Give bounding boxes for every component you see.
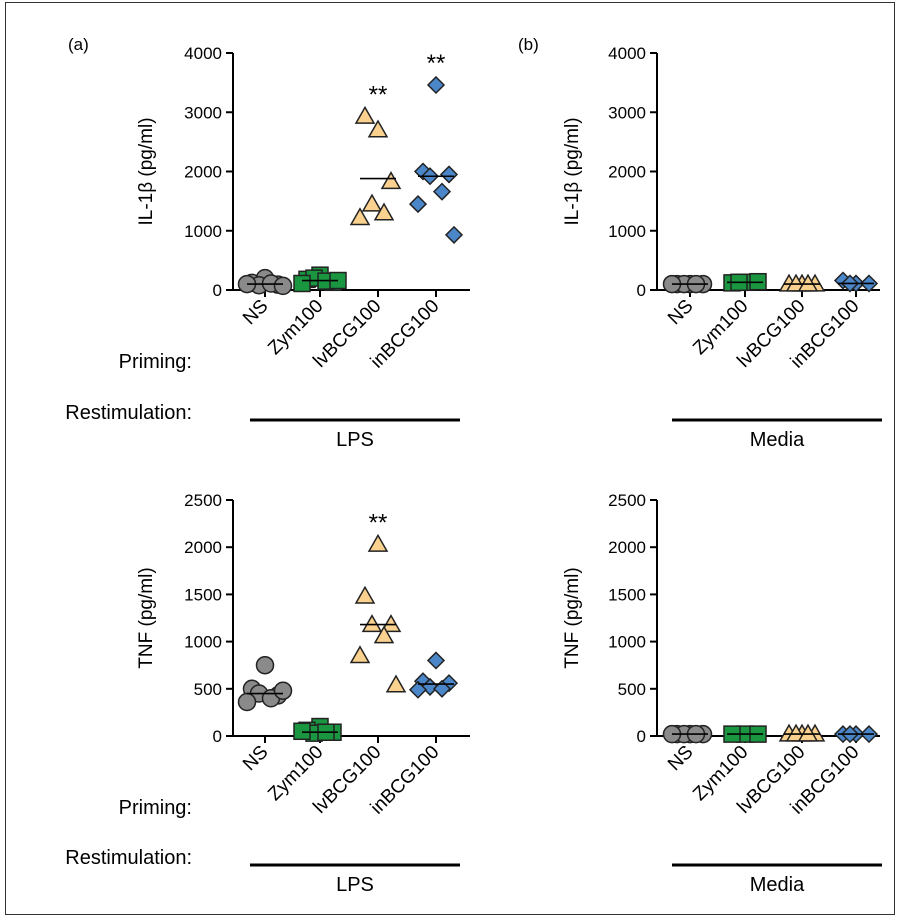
triangle-marker xyxy=(797,273,819,292)
priming-label: Priming: xyxy=(119,351,192,373)
triangle-marker xyxy=(380,614,402,633)
y-tick-label: 4000 xyxy=(184,44,222,63)
triangle-marker xyxy=(385,674,407,693)
triangle-marker xyxy=(380,171,402,190)
restimulation-label: LPS xyxy=(336,429,374,451)
y-tick-label: 2000 xyxy=(184,163,222,182)
circle-marker xyxy=(237,692,257,712)
y-tick-label: 1000 xyxy=(184,633,222,652)
square-marker xyxy=(293,722,311,741)
triangle-marker xyxy=(797,723,819,742)
square-marker xyxy=(293,274,311,293)
y-axis-title: IL-1β (pg/ml) xyxy=(136,117,157,225)
y-tick-label: 2000 xyxy=(608,163,646,182)
y-tick-label: 0 xyxy=(637,727,646,746)
y-tick-label: 1000 xyxy=(608,633,646,652)
circle-marker xyxy=(255,655,275,675)
x-category-label: NS xyxy=(239,742,273,776)
diamond-marker xyxy=(426,75,446,95)
y-tick-label: 1000 xyxy=(608,222,646,241)
y-tick-label: 3000 xyxy=(184,103,222,122)
restimulation-label: LPS xyxy=(336,874,374,896)
significance-marker: ** xyxy=(369,81,388,108)
restimulation-row-label: Restimulation: xyxy=(65,847,192,869)
series-Zym100 xyxy=(723,725,767,743)
significance-marker: ** xyxy=(427,50,446,77)
series-lvBCG100: ** xyxy=(349,81,402,226)
restimulation-label: Media xyxy=(750,429,805,451)
y-tick-label: 500 xyxy=(618,680,646,699)
diamond-marker xyxy=(439,165,459,184)
diamond-marker xyxy=(444,225,464,244)
y-tick-label: 0 xyxy=(213,727,222,746)
triangle-marker xyxy=(367,533,389,552)
diamond-marker xyxy=(426,651,446,670)
panel-tag: (b) xyxy=(518,35,539,54)
triangle-marker xyxy=(354,585,376,604)
y-tick-label: 0 xyxy=(637,281,646,300)
series-NS xyxy=(237,655,293,712)
series-Zym100 xyxy=(723,272,767,292)
y-tick-label: 1500 xyxy=(184,585,222,604)
series-inBCG100: ** xyxy=(408,50,464,244)
series-NS xyxy=(662,724,713,744)
series-lvBCG100: ** xyxy=(349,509,407,693)
series-NS xyxy=(237,268,293,296)
series-inBCG100 xyxy=(833,725,879,744)
significance-marker: ** xyxy=(369,509,388,536)
y-tick-label: 500 xyxy=(194,680,222,699)
priming-label: Priming: xyxy=(119,797,192,819)
y-axis-title: TNF (pg/ml) xyxy=(562,567,583,668)
circle-marker xyxy=(273,276,293,296)
y-tick-label: 2000 xyxy=(184,538,222,557)
x-category-label: NS xyxy=(664,742,698,776)
diamond-marker xyxy=(432,182,452,201)
triangle-marker xyxy=(373,625,395,644)
y-tick-label: 0 xyxy=(213,281,222,300)
y-tick-label: 1000 xyxy=(184,222,222,241)
x-category-label: NS xyxy=(664,296,698,330)
y-tick-label: 3000 xyxy=(608,103,646,122)
triangle-marker xyxy=(349,645,371,664)
series-lvBCG100 xyxy=(778,273,826,292)
series-inBCG100 xyxy=(408,651,459,699)
triangle-marker xyxy=(354,105,376,124)
series-Zym100 xyxy=(293,266,347,293)
triangle-marker xyxy=(361,614,383,633)
y-tick-label: 2500 xyxy=(608,491,646,510)
x-category-label: NS xyxy=(239,296,273,330)
diamond-marker xyxy=(408,680,428,699)
restimulation-label: Media xyxy=(750,874,805,896)
restimulation-row-label: Restimulation: xyxy=(65,402,192,424)
series-Zym100 xyxy=(293,717,342,742)
y-axis-title: TNF (pg/ml) xyxy=(136,567,157,668)
diamond-marker xyxy=(408,195,428,214)
series-inBCG100 xyxy=(833,271,879,293)
triangle-marker xyxy=(367,119,389,138)
triangle-marker xyxy=(349,207,371,226)
y-tick-label: 2000 xyxy=(608,538,646,557)
y-axis-title: IL-1β (pg/ml) xyxy=(562,117,583,225)
series-NS xyxy=(662,274,713,294)
series-lvBCG100 xyxy=(778,723,826,742)
figure-frame xyxy=(5,2,895,915)
triangle-marker xyxy=(361,193,383,212)
y-tick-label: 4000 xyxy=(608,44,646,63)
panel-tag: (a) xyxy=(68,35,89,54)
y-tick-label: 1500 xyxy=(608,585,646,604)
circle-marker xyxy=(273,681,293,700)
y-tick-label: 2500 xyxy=(184,491,222,510)
triangle-marker xyxy=(373,202,395,221)
